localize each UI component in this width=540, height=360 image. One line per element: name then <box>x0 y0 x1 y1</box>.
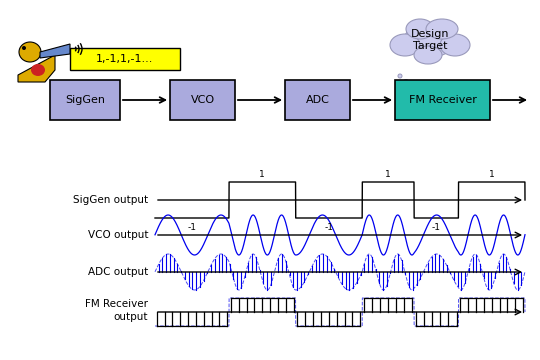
Ellipse shape <box>414 46 442 64</box>
Polygon shape <box>40 44 70 58</box>
Text: -1: -1 <box>431 223 441 232</box>
Text: SigGen: SigGen <box>65 95 105 105</box>
Ellipse shape <box>404 23 456 57</box>
Bar <box>285 80 350 120</box>
Text: 1: 1 <box>489 170 495 179</box>
Text: 1,-1,1,-1...: 1,-1,1,-1... <box>96 54 154 64</box>
Text: FM Receiver: FM Receiver <box>409 95 476 105</box>
Text: -1: -1 <box>187 223 197 232</box>
Ellipse shape <box>409 85 416 93</box>
Ellipse shape <box>406 19 434 39</box>
Bar <box>170 80 235 120</box>
Bar <box>395 80 490 120</box>
Ellipse shape <box>398 74 402 78</box>
Text: ADC output: ADC output <box>87 267 148 277</box>
Ellipse shape <box>426 19 458 39</box>
Ellipse shape <box>403 80 408 85</box>
Bar <box>50 80 120 120</box>
Text: ADC: ADC <box>306 95 329 105</box>
Ellipse shape <box>31 64 45 76</box>
Text: Design
Target: Design Target <box>411 29 449 51</box>
Bar <box>70 48 180 70</box>
Ellipse shape <box>22 46 26 50</box>
Ellipse shape <box>390 34 420 56</box>
Text: VCO: VCO <box>191 95 214 105</box>
Polygon shape <box>18 55 55 82</box>
Text: SigGen output: SigGen output <box>73 195 148 205</box>
Text: 1: 1 <box>385 170 391 179</box>
Text: -1: -1 <box>325 223 333 232</box>
Text: FM Receiver: FM Receiver <box>85 299 148 309</box>
Ellipse shape <box>440 34 470 56</box>
Text: VCO output: VCO output <box>87 230 148 240</box>
Text: output: output <box>113 312 148 322</box>
Ellipse shape <box>19 42 41 62</box>
Text: 1: 1 <box>259 170 265 179</box>
